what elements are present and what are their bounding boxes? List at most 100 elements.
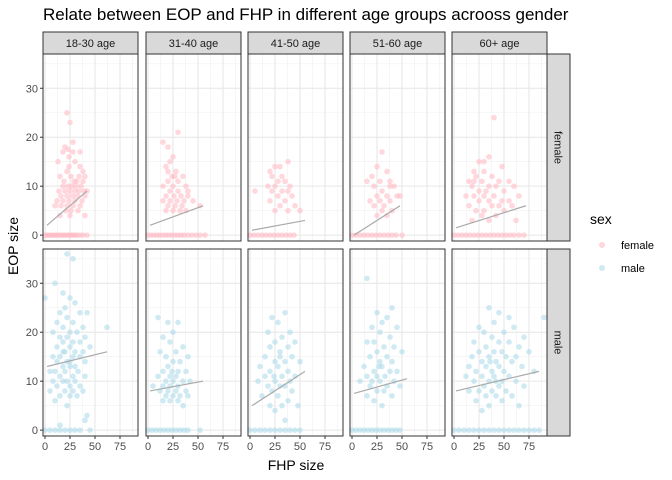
facet-row-strip-male: male xyxy=(546,248,571,437)
data-point xyxy=(67,295,73,301)
data-point xyxy=(487,358,493,365)
data-point xyxy=(282,178,288,185)
data-point xyxy=(58,202,64,209)
data-point xyxy=(64,109,70,116)
data-point xyxy=(387,178,393,185)
data-point xyxy=(54,198,60,204)
data-point xyxy=(87,427,93,433)
data-point xyxy=(263,232,269,238)
panel-male-3 xyxy=(349,248,446,437)
data-point xyxy=(499,198,505,204)
data-point xyxy=(60,290,66,296)
data-point xyxy=(526,427,532,433)
data-point xyxy=(285,397,291,404)
data-point xyxy=(496,363,502,370)
data-point xyxy=(82,173,88,180)
data-point xyxy=(160,334,166,340)
data-point xyxy=(489,173,495,180)
data-point xyxy=(259,232,265,238)
data-point xyxy=(185,393,191,399)
data-point xyxy=(471,178,477,185)
data-point xyxy=(77,427,83,433)
data-point xyxy=(170,207,176,214)
data-point xyxy=(175,178,181,185)
data-point xyxy=(501,427,507,433)
data-point xyxy=(175,188,181,194)
data-point xyxy=(516,344,522,350)
data-point xyxy=(473,173,479,180)
data-point xyxy=(62,368,68,375)
data-point xyxy=(272,378,278,384)
panel-border xyxy=(451,248,548,437)
data-point xyxy=(387,368,393,375)
data-point xyxy=(54,344,60,350)
data-point xyxy=(399,349,405,355)
data-point xyxy=(521,232,527,238)
data-point xyxy=(57,422,63,429)
data-point xyxy=(361,363,367,370)
data-point xyxy=(56,188,62,194)
x-tick-label: 50 xyxy=(89,441,101,453)
data-point xyxy=(67,383,73,389)
panel-border xyxy=(145,248,242,437)
data-point xyxy=(271,373,277,380)
data-point xyxy=(479,212,485,219)
data-point xyxy=(493,358,499,365)
data-point xyxy=(456,427,462,433)
data-point xyxy=(285,207,291,214)
data-point xyxy=(60,149,66,155)
data-point xyxy=(506,339,512,345)
facet-strip-label: 60+ age xyxy=(479,38,519,50)
data-point xyxy=(491,193,497,199)
data-point xyxy=(72,158,78,165)
data-point xyxy=(279,334,285,340)
data-point xyxy=(374,309,380,316)
data-point xyxy=(52,397,58,404)
data-point xyxy=(165,168,171,175)
data-point xyxy=(496,383,502,389)
data-point xyxy=(60,198,66,204)
data-point xyxy=(481,158,487,165)
data-point xyxy=(499,232,505,238)
data-point xyxy=(185,188,191,194)
data-point xyxy=(183,388,189,394)
data-point xyxy=(64,378,70,384)
data-point xyxy=(52,427,58,433)
data-point xyxy=(481,168,487,175)
data-point xyxy=(57,173,63,180)
data-point xyxy=(82,373,88,380)
data-point xyxy=(516,402,522,409)
data-point xyxy=(84,412,90,419)
data-point xyxy=(467,232,473,238)
legend: sex female male xyxy=(590,211,654,275)
panel-male-0 xyxy=(42,248,139,437)
panel-male-4 xyxy=(451,248,548,437)
panel-female-1 xyxy=(145,53,242,242)
data-point xyxy=(531,427,537,433)
data-point xyxy=(262,427,268,433)
data-point xyxy=(247,427,253,433)
panel-background xyxy=(350,54,445,241)
data-point xyxy=(167,188,173,194)
data-point xyxy=(70,373,76,380)
data-point xyxy=(496,309,502,316)
data-point xyxy=(170,378,176,384)
data-point xyxy=(63,207,69,214)
data-point xyxy=(185,232,191,238)
data-point xyxy=(189,232,195,238)
data-point xyxy=(479,232,485,238)
panel-background xyxy=(248,54,343,241)
data-point xyxy=(371,339,377,345)
data-point xyxy=(509,358,515,365)
data-point xyxy=(466,202,472,209)
data-point xyxy=(279,373,285,380)
data-point xyxy=(476,427,482,433)
data-point xyxy=(58,193,64,199)
data-point xyxy=(489,388,495,394)
data-point xyxy=(172,202,178,209)
data-point xyxy=(72,300,78,306)
data-point xyxy=(521,334,527,340)
data-point xyxy=(491,114,497,121)
data-point xyxy=(70,149,76,155)
